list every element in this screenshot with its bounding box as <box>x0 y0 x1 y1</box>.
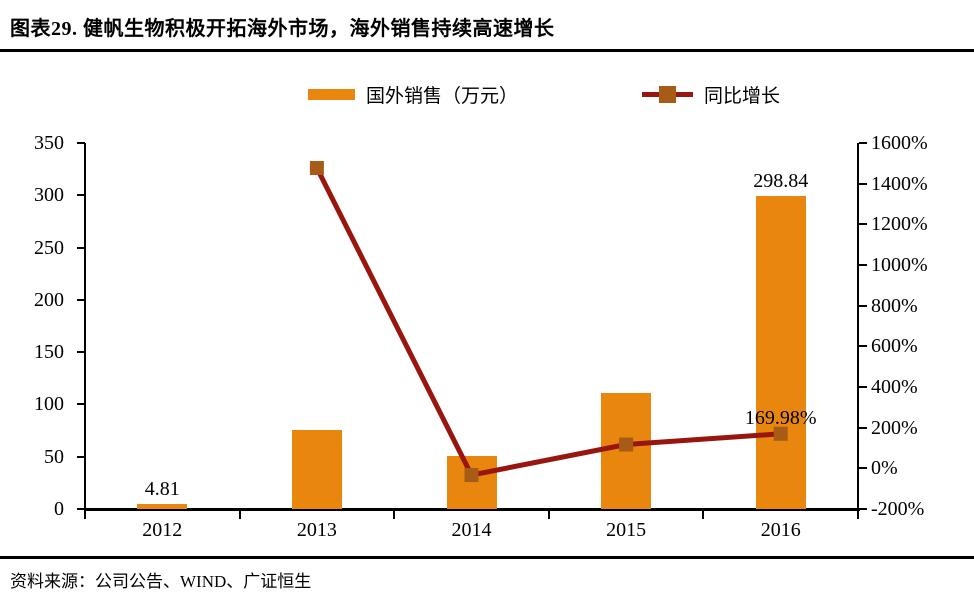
y-right-tick-mark <box>859 182 867 185</box>
y-right-tick-label: 1000% <box>871 254 928 276</box>
y-right-tick-label: 800% <box>871 294 918 317</box>
line-marker <box>309 161 324 176</box>
y-right-tick-label: 1600% <box>871 132 928 154</box>
y-right-tick-label: 600% <box>871 335 918 358</box>
y-right-tick-label: 0% <box>871 457 898 480</box>
y-left-tick-mark <box>77 142 85 144</box>
legend-line-marker <box>659 85 676 103</box>
legend-bar-swatch <box>308 88 355 100</box>
data-label-2016: 169.98% <box>744 406 817 429</box>
y-right-tick-mark <box>859 264 867 266</box>
y-right-tick-label: 1200% <box>871 213 928 236</box>
x-category-label: 2014 <box>451 519 492 541</box>
footer-divider-rule <box>0 556 974 559</box>
x-tick-mark <box>702 511 705 519</box>
y-left-tick-label: 150 <box>34 341 64 364</box>
data-label-2016: 298.84 <box>753 170 809 193</box>
x-tick-mark <box>238 511 241 519</box>
y-right-tick-mark <box>859 386 867 388</box>
y-right-tick-mark <box>859 345 867 348</box>
line-marker <box>619 437 634 452</box>
y-left-tick-mark <box>77 455 85 458</box>
y-right-tick-label: -200% <box>871 498 925 520</box>
x-category-label: 2015 <box>606 519 647 541</box>
y-right-tick-mark <box>859 304 867 307</box>
line-marker <box>773 426 788 441</box>
y-left-tick-label: 300 <box>34 184 64 207</box>
y-right-tick-label: 1400% <box>871 172 928 195</box>
y-left-tick-label: 100 <box>34 393 64 416</box>
line-path <box>314 166 781 478</box>
y-axis-left <box>84 143 86 509</box>
chart-title: 图表29. 健帆生物积极开拓海外市场，海外销售持续高速增长 <box>10 18 555 40</box>
title-divider-rule <box>0 49 974 52</box>
y-left-tick-label: 250 <box>34 236 64 259</box>
x-tick-mark <box>84 511 86 519</box>
y-left-tick-mark <box>77 508 85 510</box>
y-left-tick-label: 200 <box>34 288 64 311</box>
bar-2013 <box>291 429 342 509</box>
y-left-tick-mark <box>77 298 85 301</box>
x-tick-mark <box>857 511 859 519</box>
bar-2012 <box>137 503 188 509</box>
y-right-tick-mark <box>859 467 867 470</box>
y-right-tick-mark <box>859 142 867 144</box>
y-left-tick-label: 350 <box>34 132 64 154</box>
y-right-tick-label: 400% <box>871 376 918 398</box>
y-left-tick-mark <box>77 246 85 249</box>
y-left-tick-mark <box>77 351 85 354</box>
y-left-tick-mark <box>77 194 85 197</box>
y-left-tick-label: 50 <box>44 445 64 468</box>
legend-bar-label: 国外销售（万元） <box>366 85 519 107</box>
y-left-tick-label: 0 <box>54 498 64 520</box>
x-category-label: 2013 <box>296 519 337 541</box>
y-right-tick-label: 200% <box>871 416 918 439</box>
y-right-tick-mark <box>859 508 867 510</box>
x-category-label: 2012 <box>142 519 183 541</box>
y-right-tick-mark <box>859 426 867 429</box>
y-axis-right <box>857 143 859 509</box>
source-text: 资料来源：公司公告、WIND、广证恒生 <box>10 572 312 591</box>
x-axis <box>84 508 860 511</box>
data-label-2012: 4.81 <box>144 477 180 500</box>
x-category-label: 2016 <box>760 519 801 541</box>
line-marker <box>464 468 479 483</box>
y-left-tick-mark <box>77 403 85 406</box>
x-tick-mark <box>393 511 396 519</box>
legend-line-label: 同比增长 <box>704 85 781 107</box>
bar-2016 <box>755 196 806 509</box>
legend-item-yoy-growth: 同比增长 <box>642 82 781 107</box>
legend-line-swatch <box>642 85 693 103</box>
legend-item-overseas-sales: 国外销售（万元） <box>308 82 519 107</box>
x-tick-mark <box>547 511 550 519</box>
y-right-tick-mark <box>859 223 867 226</box>
bar-2014 <box>446 455 497 509</box>
